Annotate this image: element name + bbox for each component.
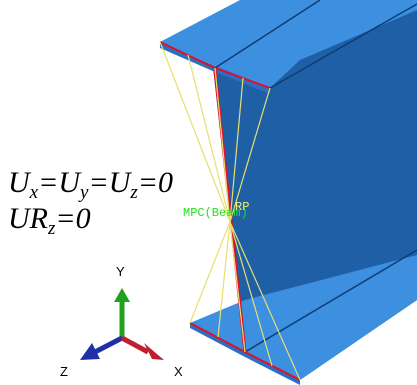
text-part: U [8,166,32,199]
text-part: =U [88,166,132,199]
text-part: y [78,182,89,203]
text-part: UR [8,202,48,235]
text-part: =U [38,166,82,199]
triad: Y Z X [60,264,183,379]
abaqus-viewport: Ux=Uy=Uz=0 URz=0 MPC(Beam) RP Y Z X [0,0,417,385]
text-part: =0 [55,202,90,235]
axis-x: X [174,364,183,379]
rp-label: RP [235,200,249,214]
axis-y: Y [116,264,125,279]
text-part: =0 [138,166,173,199]
bc-line2: URz=0 [8,202,91,239]
bc-line1: Ux=Uy=Uz=0 [8,166,173,203]
axis-z: Z [60,364,68,379]
